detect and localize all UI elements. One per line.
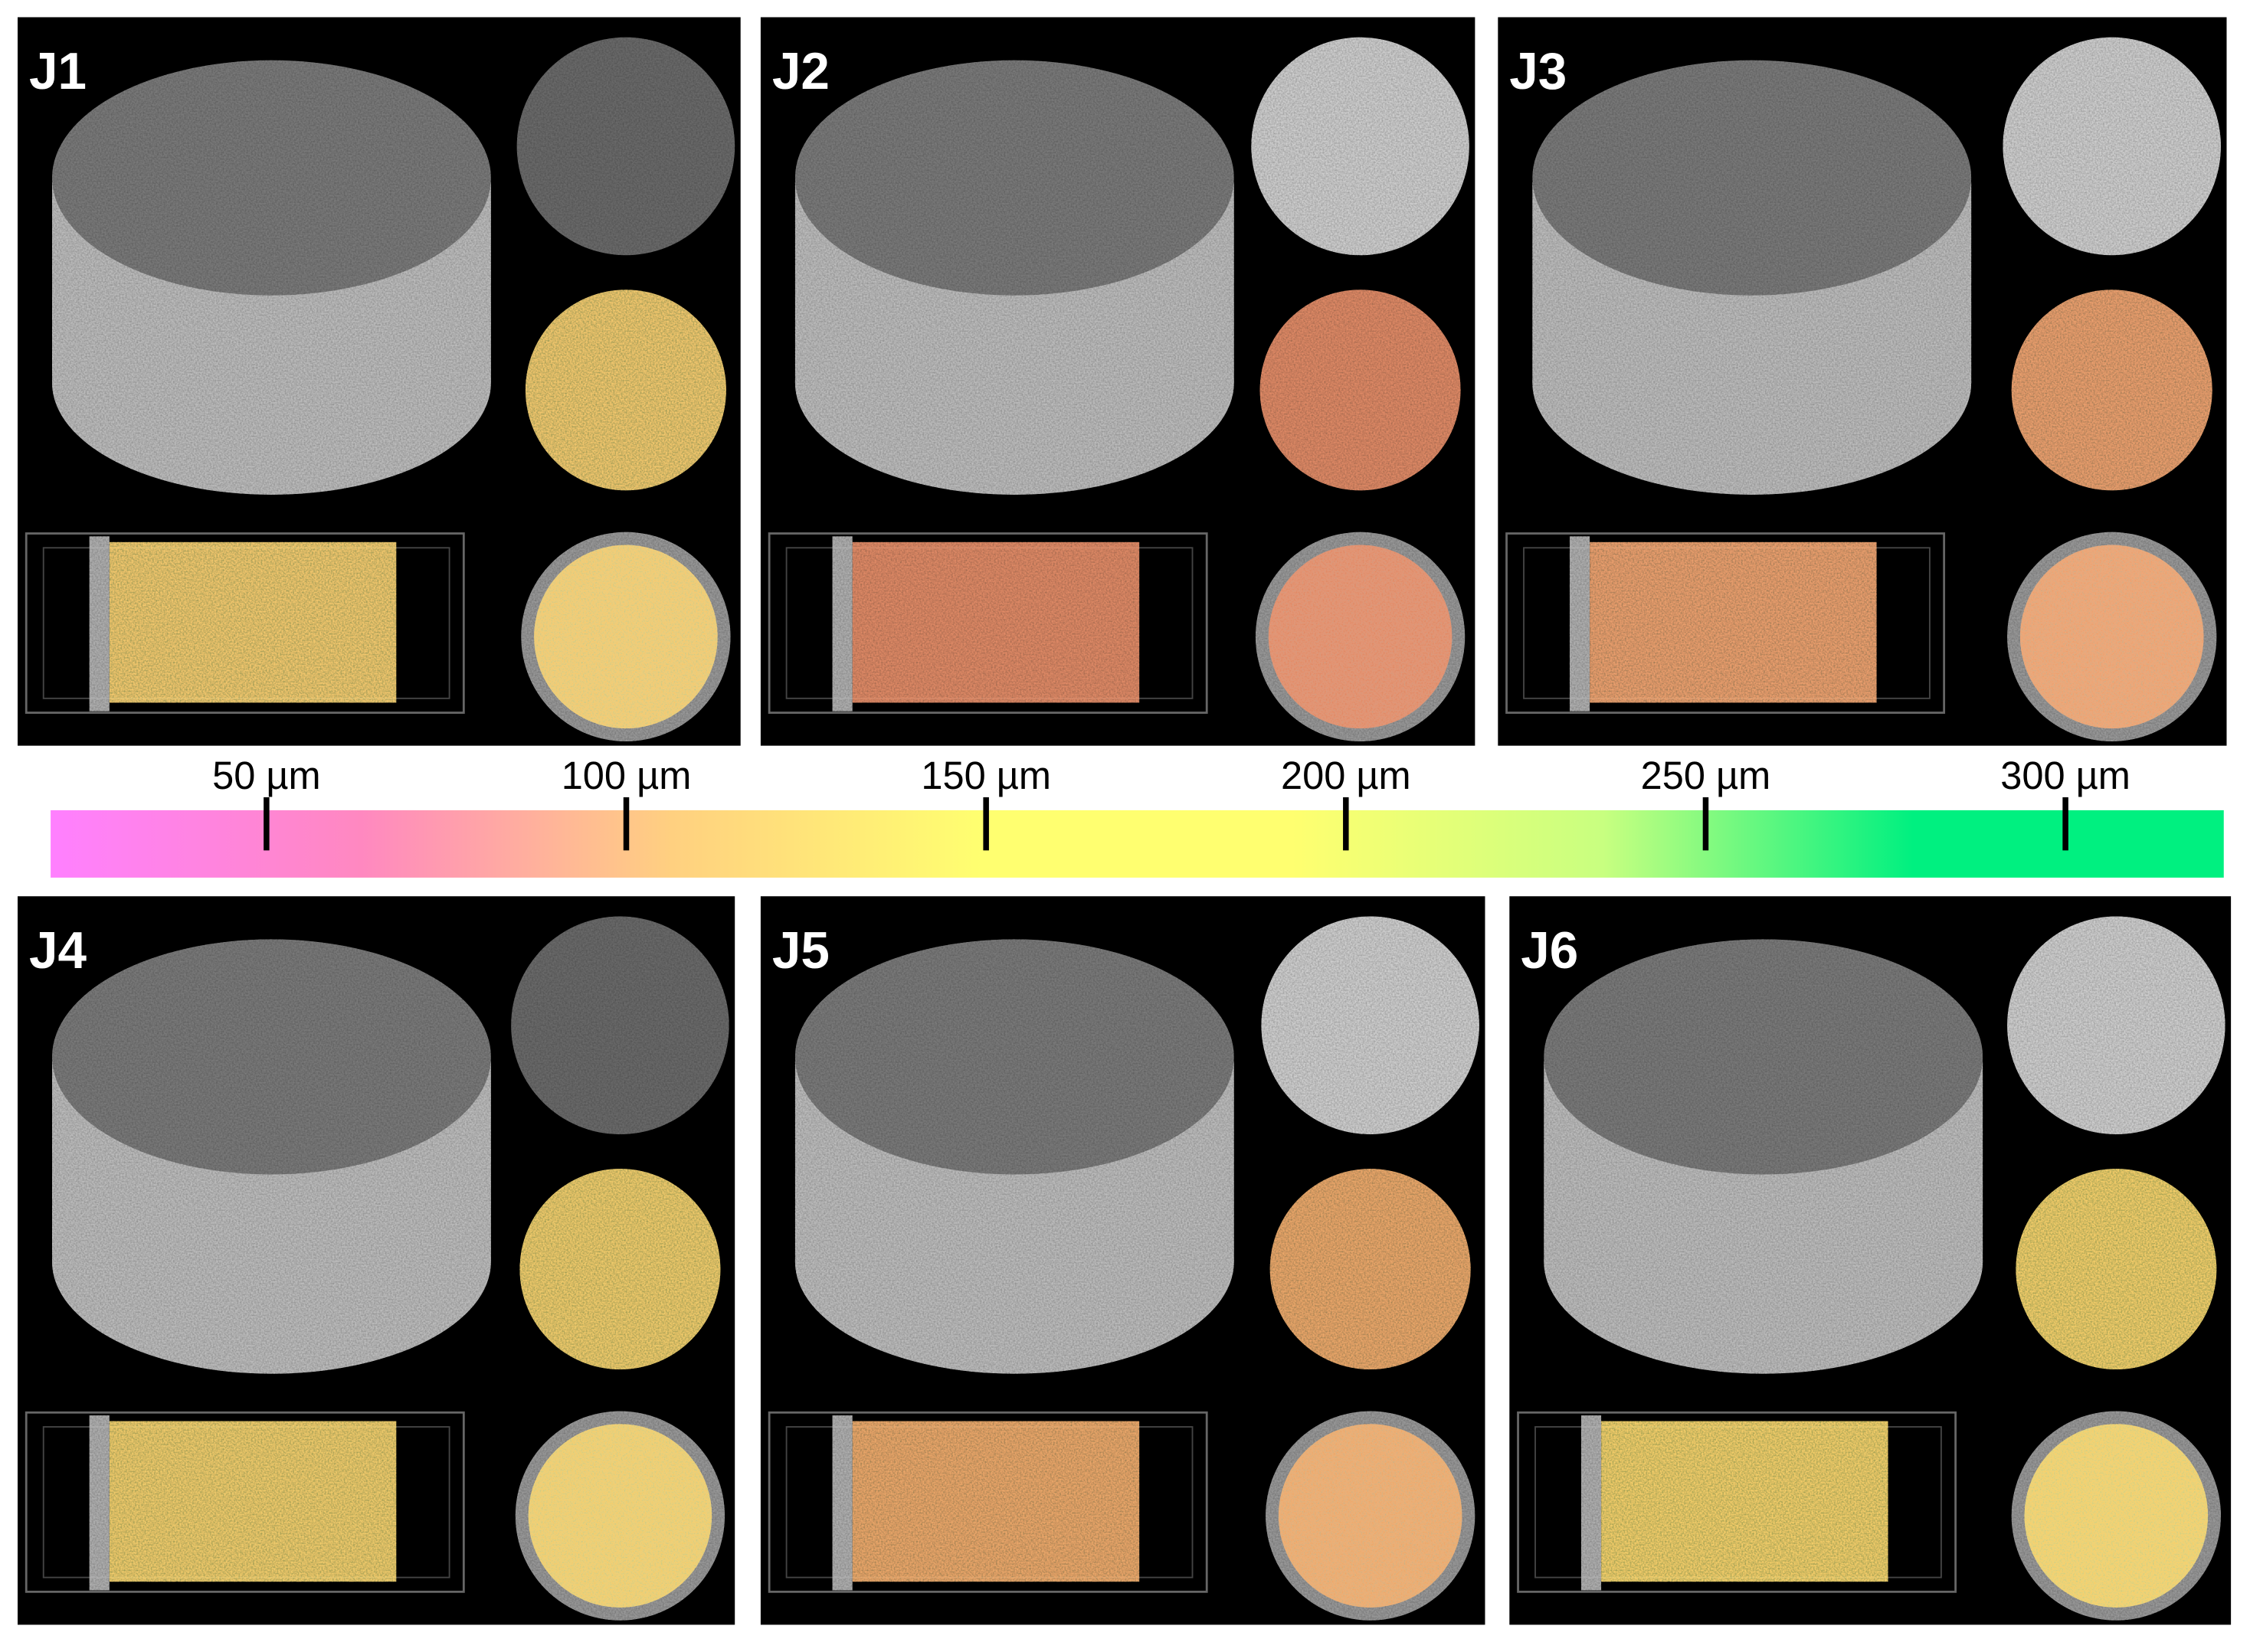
tick-label: 200 µm	[1281, 754, 1411, 797]
bounding-box	[768, 1411, 1208, 1593]
section-wall	[89, 1415, 110, 1591]
section-map	[852, 541, 1140, 703]
section-wall	[832, 536, 853, 712]
tick-label: 250 µm	[1641, 754, 1771, 797]
cross-section-gray	[516, 37, 735, 256]
thickness-map-circle	[2011, 290, 2212, 491]
colorbar: 50 µm 100 µm 150 µm 200 µm 250 µm 300 µm	[51, 754, 2224, 878]
section-map	[109, 541, 397, 703]
bounding-box	[1517, 1411, 1957, 1593]
thickness-map-circle	[525, 290, 726, 491]
cylinder-render	[1544, 939, 1983, 1374]
panel-label: J3	[1509, 43, 1567, 100]
panel: J2	[760, 17, 1475, 746]
cross-section-gray	[511, 916, 729, 1135]
section-map	[1590, 541, 1877, 703]
panel-label: J2	[772, 43, 830, 100]
section-wall	[832, 1415, 853, 1591]
thickness-map-circle	[2016, 1169, 2217, 1370]
ring-thickness-map	[2019, 545, 2204, 729]
cylinder-top	[51, 60, 491, 296]
panel-label: J5	[772, 922, 830, 980]
tick-label: 100 µm	[562, 754, 692, 797]
section-map	[852, 1421, 1140, 1582]
ring-thickness-map	[534, 545, 718, 729]
cylinder-top	[1532, 60, 1972, 296]
cross-section-gray	[1251, 37, 1469, 256]
cross-section-gray	[2003, 37, 2222, 256]
ring-thickness-map	[1278, 1424, 1462, 1608]
cylinder-render	[794, 939, 1234, 1374]
bounding-box	[25, 532, 465, 714]
cross-section-gray	[1261, 916, 1479, 1135]
cylinder-top	[1544, 939, 1983, 1175]
ring-thickness-map	[528, 1424, 712, 1608]
cylinder-bottom	[794, 1150, 1234, 1374]
cylinder-bottom	[794, 270, 1234, 495]
cylinder-render	[51, 939, 491, 1374]
cylinder-top	[51, 939, 491, 1175]
cylinder-bottom	[51, 1150, 491, 1374]
panel: J5	[760, 896, 1485, 1625]
tick-label: 150 µm	[921, 754, 1051, 797]
panel-label: J4	[29, 922, 87, 980]
ring-thickness-map	[1268, 545, 1453, 729]
cylinder-bottom	[51, 270, 491, 495]
bounding-box	[25, 1411, 465, 1593]
section-map	[1601, 1421, 1888, 1582]
panels: J1 J2 J3 J4 J5 J6	[18, 17, 2232, 1625]
panel-label: J1	[29, 43, 87, 100]
colorbar-gradient	[51, 810, 2224, 878]
cylinder-render	[1532, 60, 1972, 495]
section-wall	[1580, 1415, 1602, 1591]
cylinder-render	[794, 60, 1234, 495]
panel: J6	[1509, 896, 2232, 1625]
panel: J1	[18, 17, 741, 746]
panel: J3	[1498, 17, 2227, 746]
tick-label: 300 µm	[2000, 754, 2130, 797]
bounding-box	[1505, 532, 1946, 714]
cylinder-render	[51, 60, 491, 495]
thickness-map-circle	[519, 1169, 721, 1370]
panel: J4	[18, 896, 735, 1625]
ring-thickness-map	[2024, 1424, 2209, 1608]
section-wall	[1569, 536, 1590, 712]
cylinder-top	[794, 60, 1234, 296]
section-map	[109, 1421, 397, 1582]
cross-section-gray	[2007, 916, 2225, 1135]
bounding-box	[768, 532, 1208, 714]
cylinder-bottom	[1544, 1150, 1983, 1374]
cylinder-top	[794, 939, 1234, 1175]
panel-label: J6	[1521, 922, 1578, 980]
cylinder-bottom	[1532, 270, 1972, 495]
tick-label: 50 µm	[212, 754, 321, 797]
thickness-map-circle	[1269, 1169, 1471, 1370]
section-wall	[89, 536, 110, 712]
thickness-map-circle	[1259, 290, 1461, 491]
